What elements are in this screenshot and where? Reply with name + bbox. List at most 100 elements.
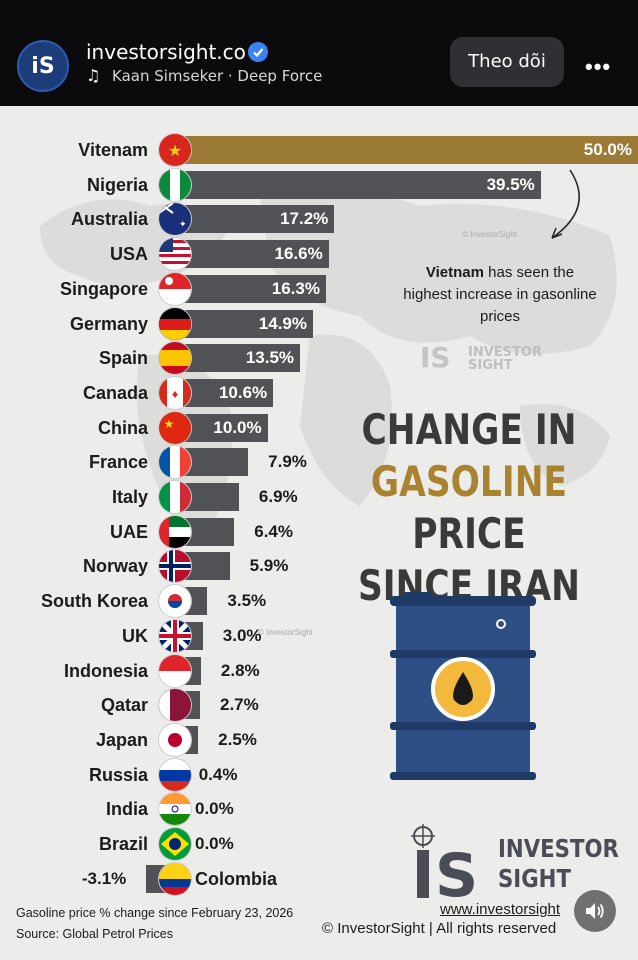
chart-row: South Korea 3.5% xyxy=(0,585,638,618)
country-flag-icon xyxy=(159,168,191,201)
chart-row: Brazil 0.0% xyxy=(0,828,638,860)
value-label: 6.4% xyxy=(254,521,293,541)
oil-barrel-icon xyxy=(390,592,536,780)
bar-mark xyxy=(175,344,300,373)
svg-text:★: ★ xyxy=(168,143,182,160)
watermark-logo-line1: INVESTOR xyxy=(468,345,542,360)
value-label: 5.9% xyxy=(249,556,289,576)
country-flag-icon xyxy=(159,307,191,340)
title-line-1: CHANGE IN xyxy=(361,405,577,454)
chart-row: Vitenam 50.0% ★ xyxy=(0,134,638,166)
country-label: China xyxy=(97,417,148,438)
value-label: 2.7% xyxy=(220,695,259,715)
investorsight-logo-icon: S xyxy=(411,824,478,902)
post-header: iS investorsight.co ♫ Kaan Simseker · De… xyxy=(0,0,638,106)
chart-row: Australia 17.2% ✦ xyxy=(0,203,638,236)
watermark-text: © InvestorSight xyxy=(258,628,313,637)
more-options-icon[interactable]: ••• xyxy=(585,54,612,79)
value-label: 13.5% xyxy=(245,348,295,368)
chart-row: UAE 6.4% xyxy=(0,515,638,548)
country-label: Japan xyxy=(95,729,148,750)
note-bold: Vietnam xyxy=(425,264,484,281)
svg-text:♦: ♦ xyxy=(172,387,178,401)
value-label: 0.0% xyxy=(195,834,234,853)
watermark-is-icon: IS xyxy=(420,342,451,372)
bar-mark xyxy=(175,205,335,234)
chart-row: Russia 0.4% xyxy=(0,758,638,791)
brand-line2: SIGHT xyxy=(498,864,571,893)
country-label: South Korea xyxy=(40,591,148,612)
svg-text:IS: IS xyxy=(420,342,451,372)
value-label: 16.3% xyxy=(271,278,320,298)
chart-row: USA 16.6% xyxy=(0,238,638,271)
audio-subtitle[interactable]: Kaan Simseker · Deep Force xyxy=(112,67,323,85)
value-label: 0.0% xyxy=(195,799,234,819)
country-flag-icon xyxy=(159,481,191,513)
country-flag-icon xyxy=(159,446,191,479)
country-label: Colombia xyxy=(195,868,278,889)
country-flag-icon xyxy=(159,723,191,756)
vietnam-note: Vietnam has seen the highest increase in… xyxy=(400,262,600,328)
speaker-icon xyxy=(586,903,604,919)
country-label: Russia xyxy=(88,764,148,785)
account-name[interactable]: investorsight.co xyxy=(86,40,246,64)
account-avatar[interactable]: iS xyxy=(17,40,69,92)
country-flag-icon: ★ xyxy=(159,134,191,166)
value-label: 14.9% xyxy=(258,313,307,333)
country-label: UAE xyxy=(109,521,148,542)
bar-mark xyxy=(175,170,541,199)
chart-row: France 7.9% xyxy=(0,446,638,479)
country-flag-icon xyxy=(159,793,191,826)
bar-mark xyxy=(175,136,638,164)
country-label: Germany xyxy=(69,313,148,334)
country-flag-icon xyxy=(159,550,191,583)
chart-row: Nigeria 39.5% xyxy=(0,168,638,201)
value-label: 0.4% xyxy=(198,764,238,784)
follow-button[interactable]: Theo dõi xyxy=(450,37,564,87)
copyright-text: © InvestorSight | All rights reserved xyxy=(322,920,557,937)
country-label: France xyxy=(88,452,148,473)
chart-row: Spain 13.5% xyxy=(0,342,638,375)
chart-row: Norway 5.9% xyxy=(0,550,638,583)
chart-row: India 0.0% xyxy=(0,793,638,826)
sound-toggle-button[interactable] xyxy=(574,890,616,932)
country-flag-icon xyxy=(159,272,191,305)
value-label: 50.0% xyxy=(583,140,632,159)
website-link[interactable]: www.investorsight xyxy=(440,901,561,918)
value-label: 6.9% xyxy=(258,487,298,506)
svg-text:★: ★ xyxy=(164,417,175,431)
value-label: 39.5% xyxy=(486,174,535,194)
watermark-logo: INVESTOR SIGHT xyxy=(468,346,542,372)
country-flag-icon xyxy=(159,619,191,652)
country-label: USA xyxy=(109,244,148,265)
chart-row: Indonesia 2.8% xyxy=(0,654,638,687)
bar-mark xyxy=(175,240,329,269)
chart-row: China 10.0% ★ xyxy=(0,411,638,444)
country-label: Australia xyxy=(70,209,148,230)
bar-mark xyxy=(175,378,274,407)
chart-row: UK 3.0% xyxy=(0,619,638,652)
title-gasoline: GASOLINE xyxy=(370,457,568,506)
country-flag-icon: ★ xyxy=(159,411,191,444)
country-flag-icon xyxy=(159,654,191,687)
bar-mark xyxy=(175,274,326,303)
country-label: UK xyxy=(122,625,148,646)
value-label: 16.6% xyxy=(274,244,323,264)
value-label: 17.2% xyxy=(280,209,329,229)
chart-row: Singapore 16.3% xyxy=(0,272,638,305)
country-flag-icon xyxy=(159,758,191,791)
arrow-icon xyxy=(551,169,580,239)
country-label: Indonesia xyxy=(63,660,148,681)
chart-row: Italy 6.9% xyxy=(0,481,638,513)
value-label: 2.8% xyxy=(220,660,260,680)
infographic: © InvestorSight © InvestorSight © Invest… xyxy=(0,106,638,960)
country-flag-icon xyxy=(159,689,191,722)
chart-row: Japan 2.5% xyxy=(0,723,638,756)
chart-row: Germany 14.9% xyxy=(0,307,638,340)
chart-row: Qatar 2.7% xyxy=(0,689,638,722)
country-flag-icon xyxy=(159,515,191,548)
brand-name: INVESTOR SIGHT xyxy=(498,834,619,894)
country-label: Qatar xyxy=(100,695,148,716)
footer-caption: Gasoline price % change since February 2… xyxy=(16,903,293,945)
country-label: Canada xyxy=(82,382,148,403)
